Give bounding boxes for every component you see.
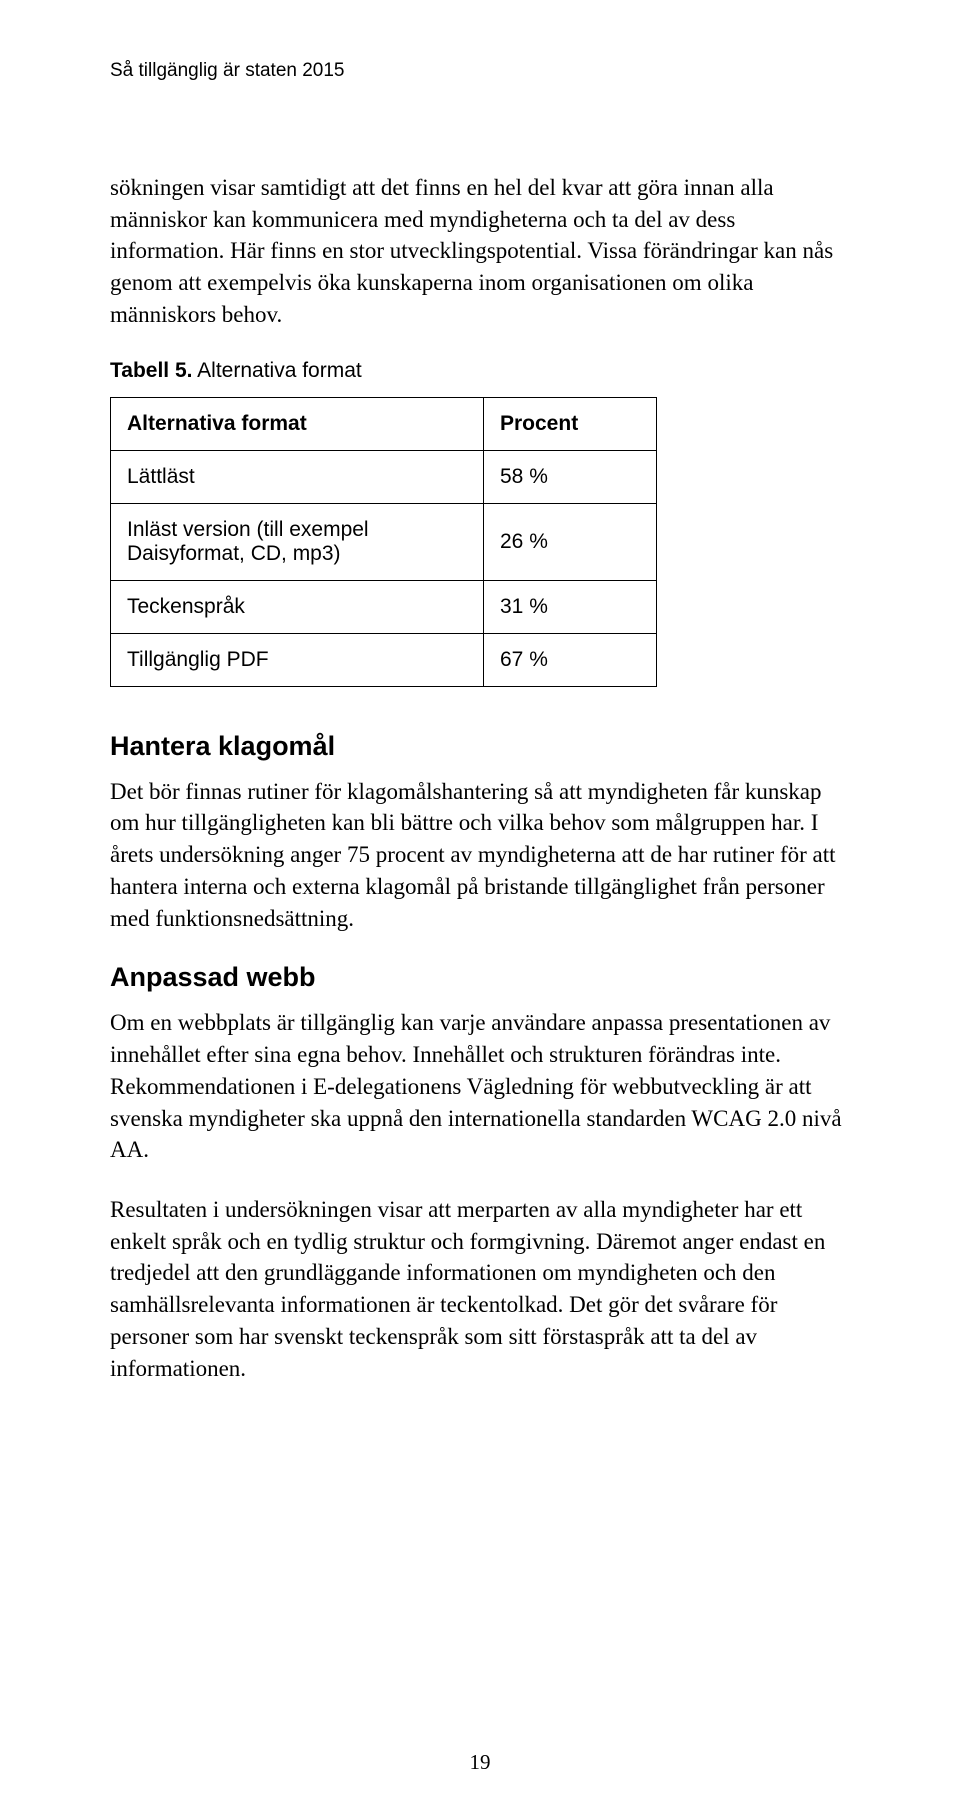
table-row: Teckenspråk 31 % (111, 580, 657, 633)
table-caption: Tabell 5. Alternativa format (110, 359, 850, 383)
table-row: Tillgänglig PDF 67 % (111, 633, 657, 686)
section-heading-hantera: Hantera klagomål (110, 731, 850, 762)
table-cell-label: Inläst version (till exempel Daisyformat… (111, 503, 484, 580)
table-cell-value: 67 % (484, 633, 657, 686)
table-cell-value: 58 % (484, 450, 657, 503)
table-cell-label: Lättläst (111, 450, 484, 503)
table-row: Inläst version (till exempel Daisyformat… (111, 503, 657, 580)
table-header-label: Alternativa format (111, 397, 484, 450)
table-header-value: Procent (484, 397, 657, 450)
page-number: 19 (0, 1750, 960, 1775)
table-caption-rest: Alternativa format (192, 359, 361, 382)
table-cell-label: Teckenspråk (111, 580, 484, 633)
section-heading-anpassad: Anpassad webb (110, 962, 850, 993)
table-cell-label: Tillgänglig PDF (111, 633, 484, 686)
section2-paragraph-2: Resultaten i undersökningen visar att me… (110, 1194, 850, 1384)
table-cell-value: 31 % (484, 580, 657, 633)
table-row: Lättläst 58 % (111, 450, 657, 503)
running-header: Så tillgänglig är staten 2015 (110, 60, 850, 82)
section2-paragraph-1: Om en webbplats är tillgänglig kan varje… (110, 1007, 850, 1166)
page: Så tillgänglig är staten 2015 sökningen … (0, 0, 960, 1811)
table-cell-value: 26 % (484, 503, 657, 580)
table-header-row: Alternativa format Procent (111, 397, 657, 450)
table-caption-label: Tabell 5. (110, 359, 192, 382)
section1-paragraph: Det bör finnas rutiner för klagomålshant… (110, 776, 850, 935)
intro-paragraph: sökningen visar samtidigt att det finns … (110, 172, 850, 331)
alt-formats-table: Alternativa format Procent Lättläst 58 %… (110, 397, 657, 687)
